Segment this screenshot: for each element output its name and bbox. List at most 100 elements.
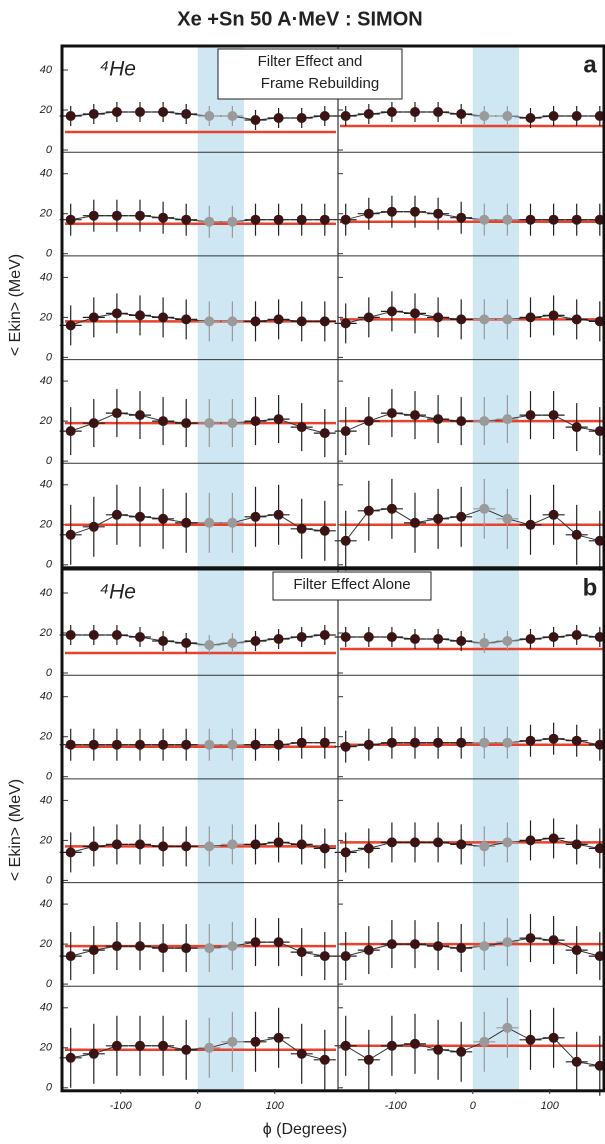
data-point (479, 416, 490, 427)
data-point (456, 1046, 467, 1057)
data-point (571, 839, 582, 850)
note-text: Filter Effect Alone (293, 576, 410, 593)
data-point (250, 1036, 261, 1047)
data-point (88, 945, 99, 956)
data-point (250, 839, 261, 850)
data-point (525, 1034, 536, 1045)
data-point (386, 737, 397, 748)
highlight-band (472, 569, 519, 1091)
data-point (296, 113, 307, 123)
data-point (363, 739, 374, 750)
data-point (158, 212, 169, 223)
data-point (548, 1032, 559, 1043)
data-point (319, 630, 330, 640)
data-point (319, 1054, 330, 1065)
y-tick-label: 40 (40, 794, 53, 806)
x-tick-label: 0 (470, 1100, 477, 1112)
data-point (181, 1044, 192, 1055)
data-point (548, 632, 559, 642)
data-point (65, 739, 76, 750)
data-point (571, 422, 582, 433)
data-point (296, 422, 307, 433)
panel-frame (60, 44, 605, 570)
data-point (363, 208, 374, 219)
data-point (296, 214, 307, 225)
y-tick-label: 40 (40, 168, 53, 180)
data-point (296, 632, 307, 642)
data-point (227, 111, 238, 121)
data-point (273, 113, 284, 123)
data-point (88, 210, 99, 221)
data-point (158, 513, 169, 524)
y-tick-label: 40 (40, 479, 53, 491)
data-point (250, 316, 261, 327)
data-point (111, 308, 122, 319)
data-point (479, 111, 490, 121)
data-point (88, 630, 99, 640)
data-point (65, 951, 76, 962)
data-point (135, 107, 145, 117)
data-point (227, 941, 238, 952)
data-point (363, 312, 374, 323)
data-point (296, 947, 307, 958)
note-text: Filter Effect and (258, 53, 363, 70)
data-point (386, 306, 397, 317)
data-point (273, 837, 284, 848)
data-point (319, 951, 330, 962)
data-point (433, 208, 444, 219)
y-tick-label: 0 (46, 978, 53, 990)
data-point (594, 426, 605, 437)
data-point (273, 739, 284, 750)
data-point (158, 1040, 169, 1051)
data-point (571, 214, 582, 225)
x-tick-label: -100 (385, 1100, 408, 1112)
data-point (594, 632, 605, 642)
data-point (227, 739, 238, 750)
data-point (158, 107, 169, 117)
data-point (319, 214, 330, 225)
data-point (204, 316, 215, 327)
y-tick-label: 0 (46, 455, 53, 467)
data-point (502, 636, 513, 646)
data-point (135, 310, 145, 321)
y-tick-label: 0 (46, 1082, 53, 1094)
data-point (410, 517, 420, 528)
data-point (250, 214, 261, 225)
data-point (410, 634, 420, 644)
data-point (319, 428, 330, 439)
data-point (158, 841, 169, 852)
data-point (456, 839, 467, 850)
data-point (479, 503, 490, 514)
data-point (227, 839, 238, 850)
data-point (340, 426, 351, 437)
data-point (65, 111, 76, 121)
data-point (410, 737, 420, 748)
data-point (88, 109, 99, 119)
data-point (340, 632, 351, 642)
data-point (571, 111, 582, 121)
data-point (111, 107, 122, 117)
data-point (181, 109, 192, 119)
data-point (386, 1040, 397, 1051)
data-point (363, 1054, 374, 1065)
data-point (273, 414, 284, 425)
y-tick-label: 40 (40, 898, 53, 910)
note-box (217, 48, 403, 100)
note-text: Frame Rebuilding (261, 75, 379, 92)
data-point (204, 1042, 215, 1053)
data-point (319, 111, 330, 121)
data-point (594, 951, 605, 962)
data-point (548, 509, 559, 520)
data-point (340, 111, 351, 121)
data-point (111, 408, 122, 419)
data-point (204, 739, 215, 750)
data-point (456, 314, 467, 325)
data-point (433, 837, 444, 848)
data-point (319, 316, 330, 327)
data-point (204, 943, 215, 954)
data-point (502, 937, 513, 948)
data-point (456, 636, 467, 646)
data-point (340, 214, 351, 225)
data-point (135, 410, 145, 421)
data-point (296, 737, 307, 748)
